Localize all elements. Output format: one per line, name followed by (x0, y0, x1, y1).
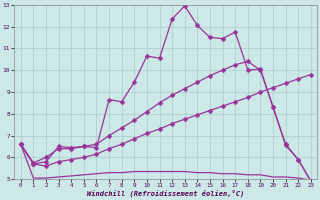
X-axis label: Windchill (Refroidissement éolien,°C): Windchill (Refroidissement éolien,°C) (87, 190, 244, 197)
